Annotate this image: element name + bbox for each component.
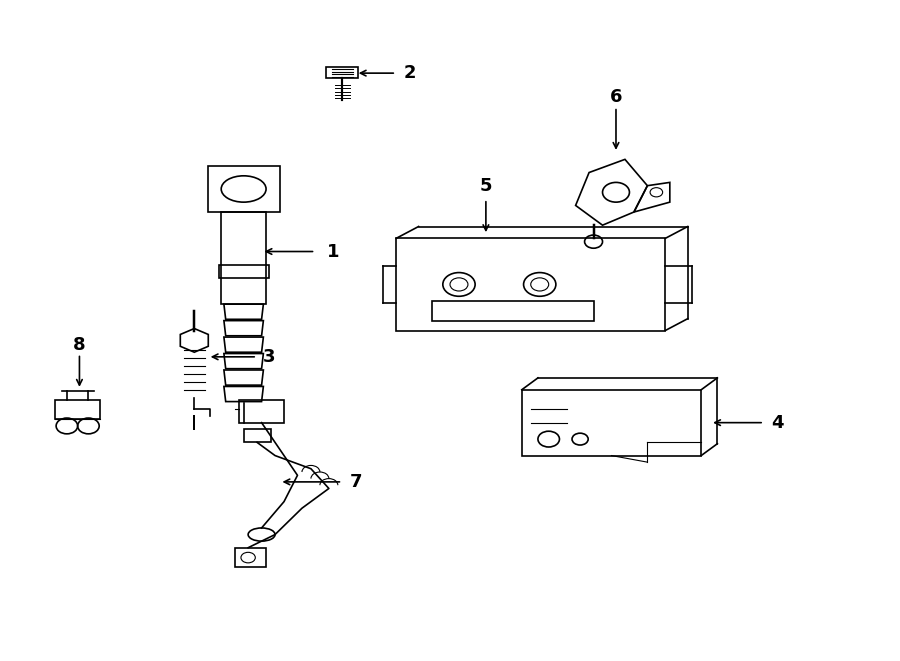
Text: 5: 5 xyxy=(480,176,492,195)
Text: 1: 1 xyxy=(327,243,339,260)
Text: 4: 4 xyxy=(771,414,784,432)
Text: 3: 3 xyxy=(263,348,275,366)
Text: 6: 6 xyxy=(609,88,622,106)
Text: 2: 2 xyxy=(403,64,416,82)
Text: 8: 8 xyxy=(73,336,86,354)
Text: 7: 7 xyxy=(349,473,362,491)
